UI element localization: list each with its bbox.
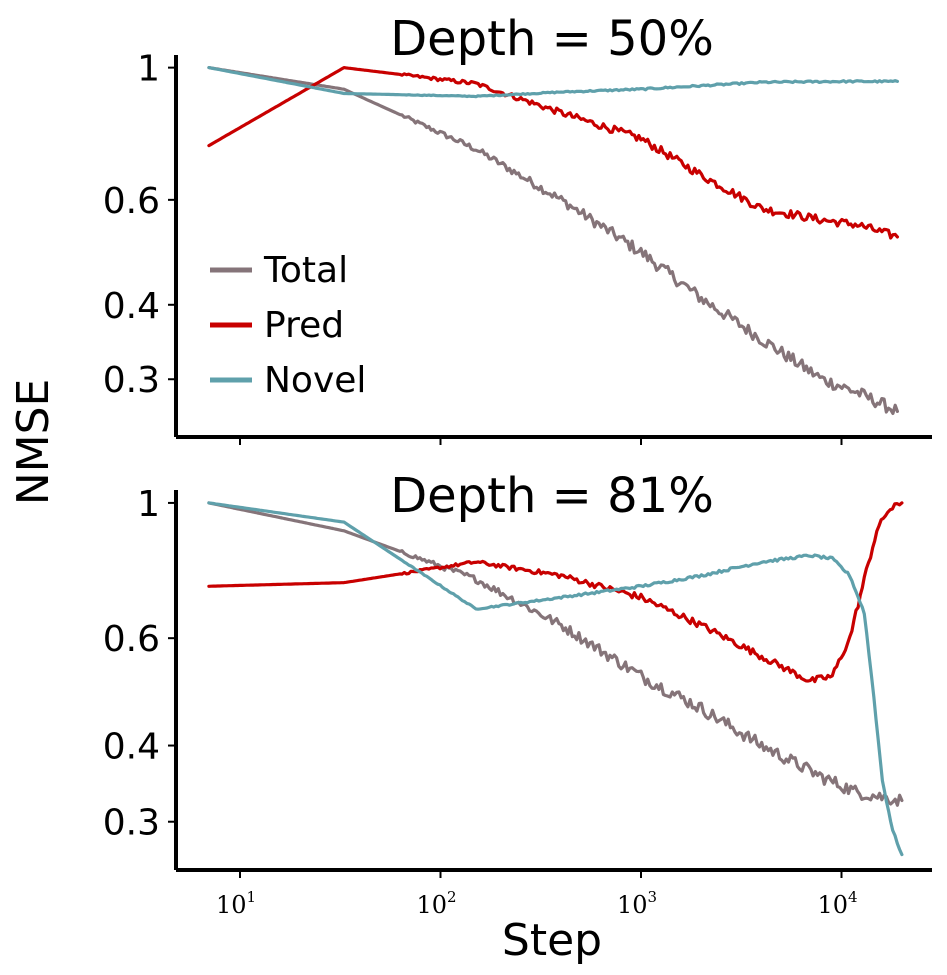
y-tick-label: 0.4 (103, 727, 160, 768)
y-tick-label: 1 (137, 484, 160, 525)
legend-label-total: Total (263, 250, 348, 291)
legend: Total Pred Novel (210, 250, 366, 401)
series-line-total (207, 501, 904, 807)
series-line-total (207, 66, 899, 415)
panel-depth-81: Depth = 81% 1 0.6 0.4 0.3 101 102 103 104 (103, 468, 932, 919)
y-tick-label: 0.6 (103, 619, 160, 660)
y-tick-label: 1 (137, 49, 160, 90)
series-line-pred (207, 501, 904, 684)
y-tick-label: 0.6 (103, 181, 160, 222)
x-tick-exponent: 2 (447, 888, 457, 906)
chart-title: Depth = 81% (390, 468, 714, 524)
x-axis-title: Step (502, 915, 602, 966)
x-tick-label: 101 (216, 888, 256, 919)
x-tick-label: 104 (817, 888, 857, 919)
series-line-novel (207, 66, 899, 99)
x-tick-exponent: 4 (848, 888, 858, 906)
y-tick-label: 0.4 (103, 286, 160, 327)
y-axis-title: NMSE (8, 379, 59, 506)
chart-title: Depth = 50% (390, 11, 714, 67)
series-line-novel (207, 501, 904, 857)
y-tick-label: 0.3 (103, 360, 160, 401)
legend-label-novel: Novel (264, 360, 366, 401)
legend-label-pred: Pred (264, 305, 344, 346)
panel-depth-50: Depth = 50% 1 0.6 0.4 0.3 Total Pred Novel (103, 11, 932, 445)
x-tick-exponent: 3 (648, 888, 658, 906)
x-tick-label: 102 (416, 888, 456, 919)
x-tick-exponent: 1 (247, 888, 257, 906)
series-line-pred (207, 66, 899, 240)
x-tick-label: 103 (617, 888, 657, 919)
y-tick-label: 0.3 (103, 803, 160, 844)
